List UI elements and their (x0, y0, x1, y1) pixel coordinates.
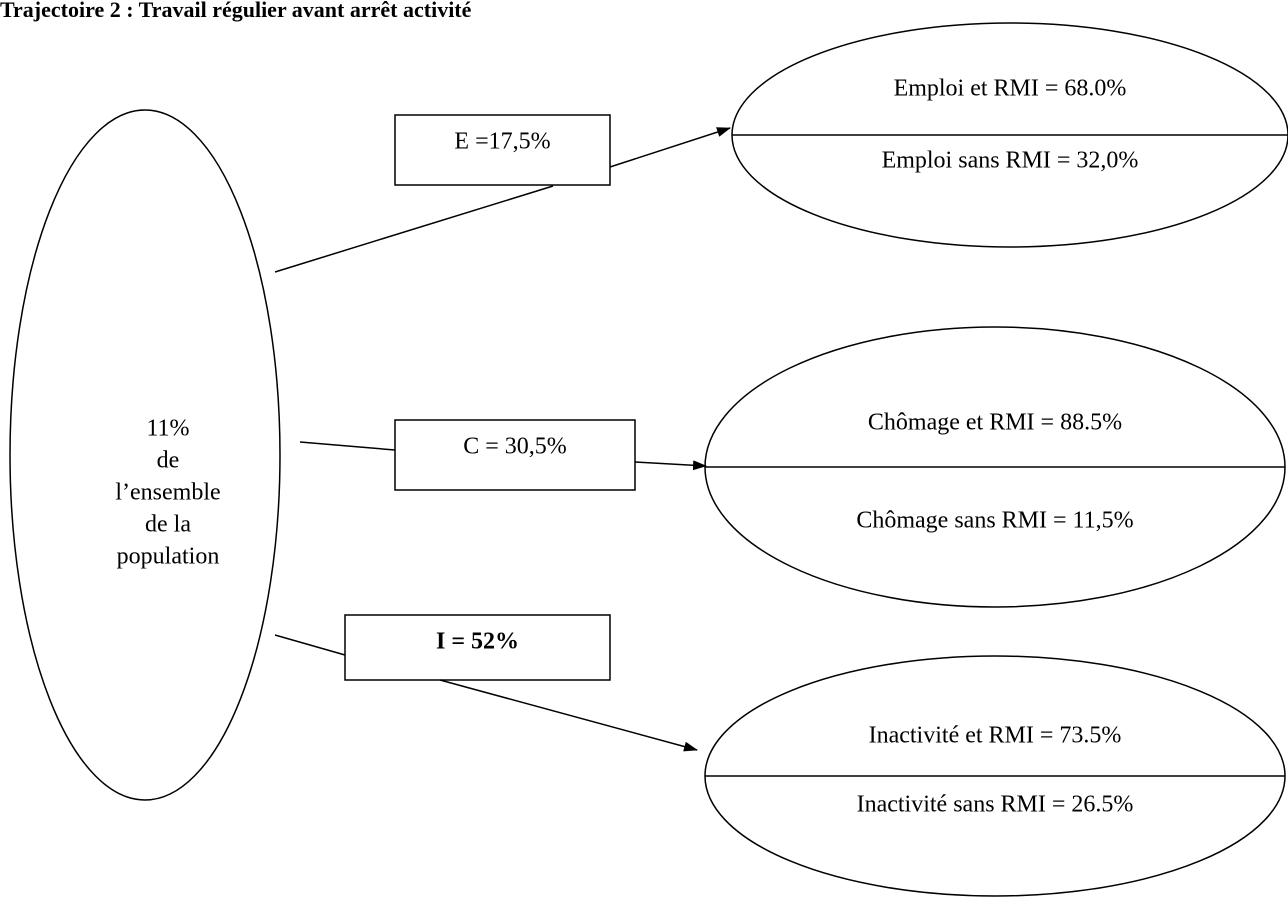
title: Trajectoire 2 : Travail régulier avant a… (0, 0, 472, 22)
branch-box (344, 614, 611, 681)
branch-label: E =17,5% (454, 129, 550, 155)
source-line: l’ensemble (115, 480, 220, 506)
branch-label: I = 52% (436, 629, 519, 655)
outcome-text: Emploi sans RMI = 32,0% (882, 148, 1139, 174)
connectors (274, 127, 731, 752)
source-line: population (117, 544, 220, 570)
source-text: 11% de l’ensemble de la population (115, 416, 220, 570)
arrow (634, 460, 707, 471)
branches: E =17,5% Emploi et RMI = 68.0% Emploi sans… (344, 22, 1288, 897)
branch-box (394, 419, 636, 491)
branch-label: C = 30,5% (463, 434, 567, 460)
arrow (609, 127, 731, 168)
source-line: de la (145, 512, 191, 538)
outcome-text: Emploi et RMI = 68.0% (894, 76, 1127, 102)
source-line: 11% (146, 416, 189, 442)
outcome-text: Chômage et RMI = 88.5% (868, 410, 1122, 436)
outcome-text: Chômage sans RMI = 11,5% (856, 508, 1133, 534)
connector (274, 634, 346, 656)
source-line: de (157, 448, 180, 474)
outcome-text: Inactivité et RMI = 73.5% (869, 723, 1122, 749)
source-ellipse (9, 109, 281, 801)
connector (274, 185, 554, 273)
connector (299, 441, 396, 451)
outcome-text: Inactivité sans RMI = 26.5% (857, 792, 1134, 818)
arrow (439, 679, 698, 752)
branch-box (394, 114, 611, 186)
